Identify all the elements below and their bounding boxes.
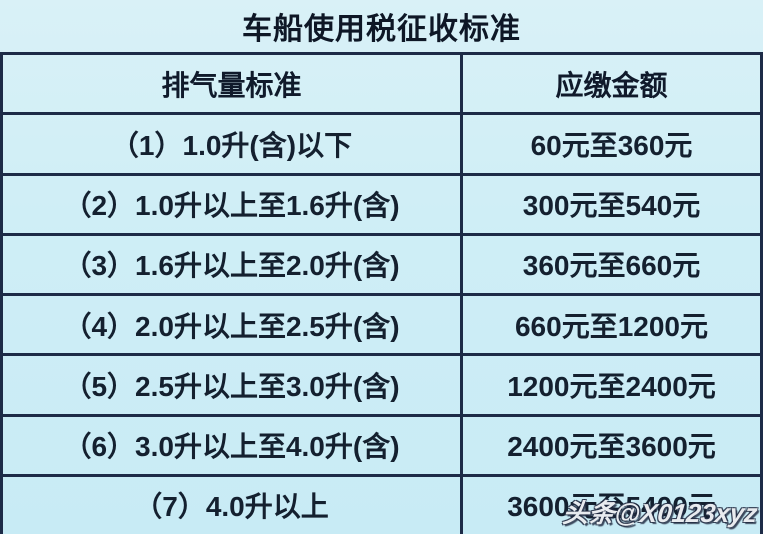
table-row-5-amount: 1200元至2400元	[460, 356, 760, 417]
column-header-amount: 应缴金额	[460, 55, 760, 116]
tax-rate-table: 排气量标准 应缴金额 （1）1.0升(含)以下 60元至360元 （2）1.0升…	[0, 52, 763, 534]
table-row-1-standard: （1）1.0升(含)以下	[3, 115, 460, 176]
table-row-2-standard: （2）1.0升以上至1.6升(含)	[3, 176, 460, 236]
page-title: 车船使用税征收标准	[242, 13, 521, 46]
page-title-bar: 车船使用税征收标准	[0, 0, 763, 52]
table-row-6-standard: （6）3.0升以上至4.0升(含)	[3, 417, 460, 477]
column-header-displacement: 排气量标准	[3, 55, 460, 116]
table-row-5-standard: （5）2.5升以上至3.0升(含)	[3, 356, 460, 417]
table-row-3-amount: 360元至660元	[460, 235, 760, 296]
table-row-3-standard: （3）1.6升以上至2.0升(含)	[3, 236, 460, 296]
table-row-7-standard: （7）4.0升以上	[3, 477, 460, 534]
table-row-4-amount: 660元至1200元	[460, 296, 760, 357]
table-row-6-amount: 2400元至3600元	[460, 416, 760, 477]
table-row-1-amount: 60元至360元	[460, 115, 760, 176]
table-row-7-amount: 3600元至5400元	[460, 476, 760, 534]
table-row-2-amount: 300元至540元	[460, 175, 760, 236]
table-row-4-standard: （4）2.0升以上至2.5升(含)	[3, 296, 460, 357]
